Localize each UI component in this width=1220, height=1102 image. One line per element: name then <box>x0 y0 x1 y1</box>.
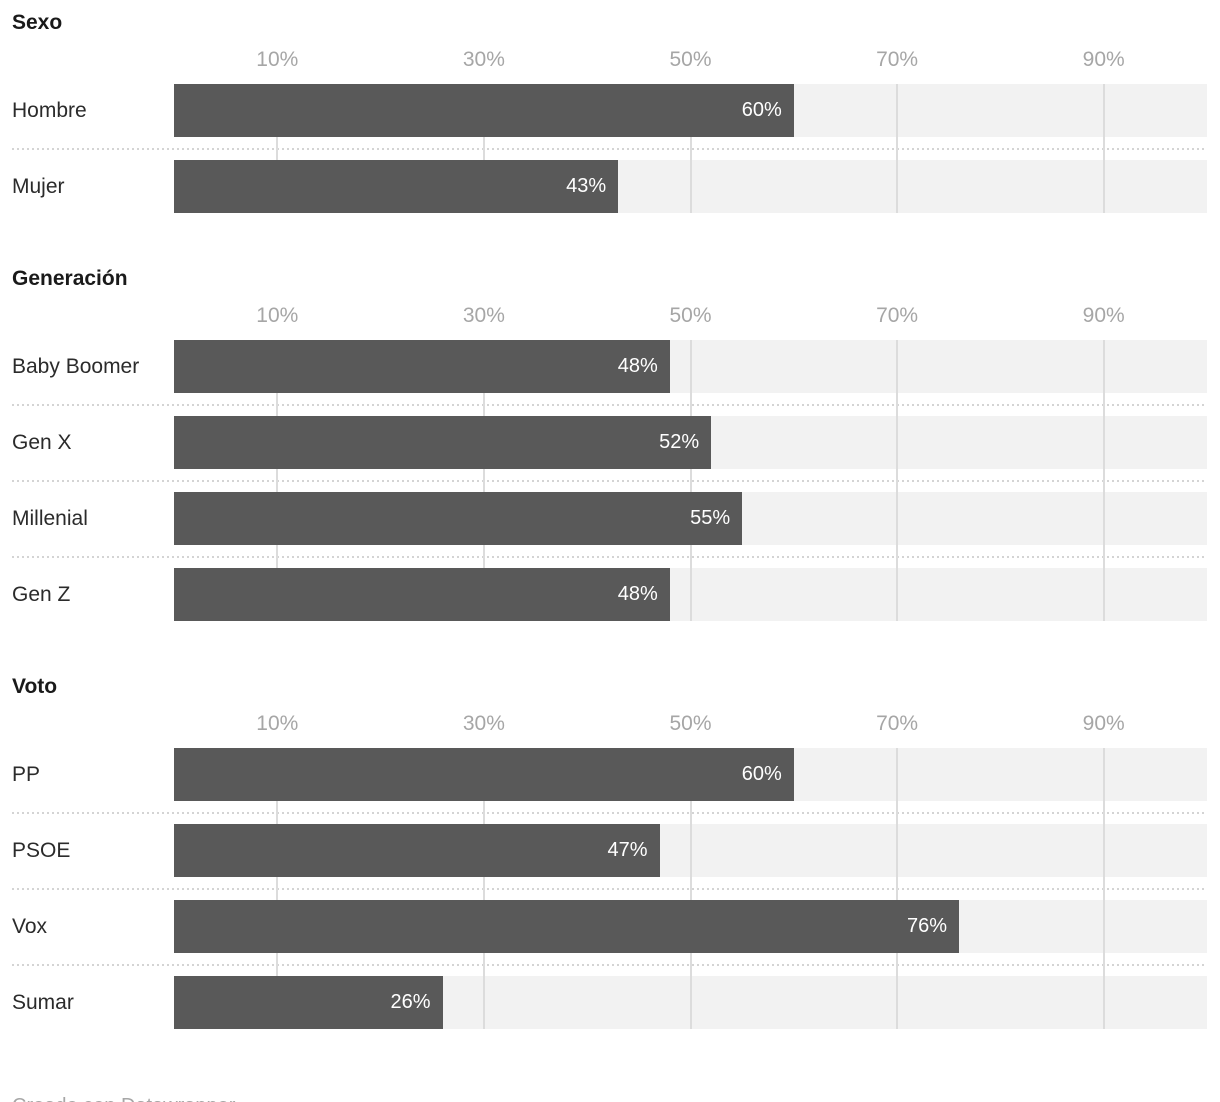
chart-footer: Creado con Datawrapper <box>0 1052 1220 1102</box>
grouped-bar-chart: Sexo 10% 30% 50% 70% 90% Hombre 60% Mujer 43% Gene… <box>12 10 1207 1029</box>
row-separator <box>12 148 1207 150</box>
row-separator <box>12 556 1207 558</box>
row-separator <box>12 964 1207 966</box>
axis-tick-label: 30% <box>462 304 505 327</box>
axis-tick-label: 90% <box>1082 48 1125 71</box>
bar: 60% <box>174 84 794 137</box>
bar: 55% <box>174 492 743 545</box>
category-label: Mujer <box>12 174 65 198</box>
bar-value-label: 26% <box>390 991 431 1013</box>
category-label: Gen Z <box>12 582 71 606</box>
bar-row: Mujer 43% <box>12 160 1207 213</box>
bar-track: 43% <box>174 160 1207 213</box>
bar-row: Vox 76% <box>12 900 1207 966</box>
row-separator <box>12 404 1207 406</box>
axis-tick-label: 70% <box>876 304 919 327</box>
bar-row: Hombre 60% <box>12 84 1207 150</box>
axis-tick-label: 70% <box>876 48 919 71</box>
axis-tick-label: 10% <box>256 712 299 735</box>
bar: 52% <box>174 416 712 469</box>
category-label: Hombre <box>12 98 87 122</box>
bar-value-label: 55% <box>690 507 731 529</box>
category-label: Vox <box>12 914 48 938</box>
axis-tick-label: 50% <box>669 304 712 327</box>
section-title: Generación <box>12 267 128 290</box>
bar-row: Sumar 26% <box>12 976 1207 1029</box>
row-separator <box>12 480 1207 482</box>
axis-tick-label: 90% <box>1082 712 1125 735</box>
bar-track: 60% <box>174 748 1207 801</box>
bar-track: 48% <box>174 568 1207 621</box>
bar-row: PP 60% <box>12 748 1207 814</box>
bar-track: 55% <box>174 492 1207 545</box>
category-label: PSOE <box>12 838 71 862</box>
category-label: Millenial <box>12 506 88 530</box>
section-rows: Baby Boomer 48% Gen X 52% Millenial 55% Gen Z 4… <box>12 340 1207 621</box>
row-separator <box>12 888 1207 890</box>
axis-tick-label: 30% <box>462 48 505 71</box>
axis-ticks-row: 10% 30% 50% 70% 90% <box>174 292 1207 340</box>
datawrapper-credit-link[interactable]: Creado con Datawrapper <box>12 1095 235 1102</box>
axis-tick-label: 90% <box>1082 304 1125 327</box>
axis-ticks-row: 10% 30% 50% 70% 90% <box>174 700 1207 748</box>
bar-track: 47% <box>174 824 1207 877</box>
bar-row: Gen Z 48% <box>12 568 1207 621</box>
bar-track: 76% <box>174 900 1207 953</box>
axis-tick-label: 50% <box>669 712 712 735</box>
section-generacion: Generación 10% 30% 50% 70% 90% Baby Boomer 48% G… <box>12 266 1207 621</box>
bar-value-label: 48% <box>617 583 658 605</box>
bar-value-label: 48% <box>617 355 658 377</box>
category-label: Sumar <box>12 990 74 1014</box>
row-separator <box>12 812 1207 814</box>
bar-track: 26% <box>174 976 1207 1029</box>
bar-row: Millenial 55% <box>12 492 1207 558</box>
section-title: Voto <box>12 675 58 698</box>
bar-row: PSOE 47% <box>12 824 1207 890</box>
axis-tick-label: 10% <box>256 304 299 327</box>
bar-value-label: 60% <box>741 763 782 785</box>
bar-value-label: 43% <box>566 175 607 197</box>
category-label: Baby Boomer <box>12 354 140 378</box>
bar-value-label: 47% <box>607 839 648 861</box>
category-label: PP <box>12 762 41 786</box>
bar-value-label: 76% <box>907 915 948 937</box>
section-voto: Voto 10% 30% 50% 70% 90% PP 60% PSOE 47% Vox 76% Sum… <box>12 674 1207 1029</box>
bar: 26% <box>174 976 443 1029</box>
section-rows: PP 60% PSOE 47% Vox 76% Sumar 26% <box>12 748 1207 1029</box>
bar-track: 52% <box>174 416 1207 469</box>
section-rows: Hombre 60% Mujer 43% <box>12 84 1207 213</box>
category-label: Gen X <box>12 430 72 454</box>
axis-tick-label: 50% <box>669 48 712 71</box>
bar: 48% <box>174 340 670 393</box>
bar-value-label: 60% <box>741 99 782 121</box>
bar-row: Baby Boomer 48% <box>12 340 1207 406</box>
axis-tick-label: 30% <box>462 712 505 735</box>
axis-tick-label: 70% <box>876 712 919 735</box>
bar-value-label: 52% <box>659 431 700 453</box>
bar: 60% <box>174 748 794 801</box>
bar: 48% <box>174 568 670 621</box>
bar-track: 48% <box>174 340 1207 393</box>
axis-tick-label: 10% <box>256 48 299 71</box>
bar: 43% <box>174 160 619 213</box>
bar: 76% <box>174 900 960 953</box>
bar-row: Gen X 52% <box>12 416 1207 482</box>
axis-ticks-row: 10% 30% 50% 70% 90% <box>174 36 1207 84</box>
section-title: Sexo <box>12 11 63 34</box>
bar-track: 60% <box>174 84 1207 137</box>
bar: 47% <box>174 824 660 877</box>
section-sexo: Sexo 10% 30% 50% 70% 90% Hombre 60% Mujer 43% <box>12 10 1207 213</box>
